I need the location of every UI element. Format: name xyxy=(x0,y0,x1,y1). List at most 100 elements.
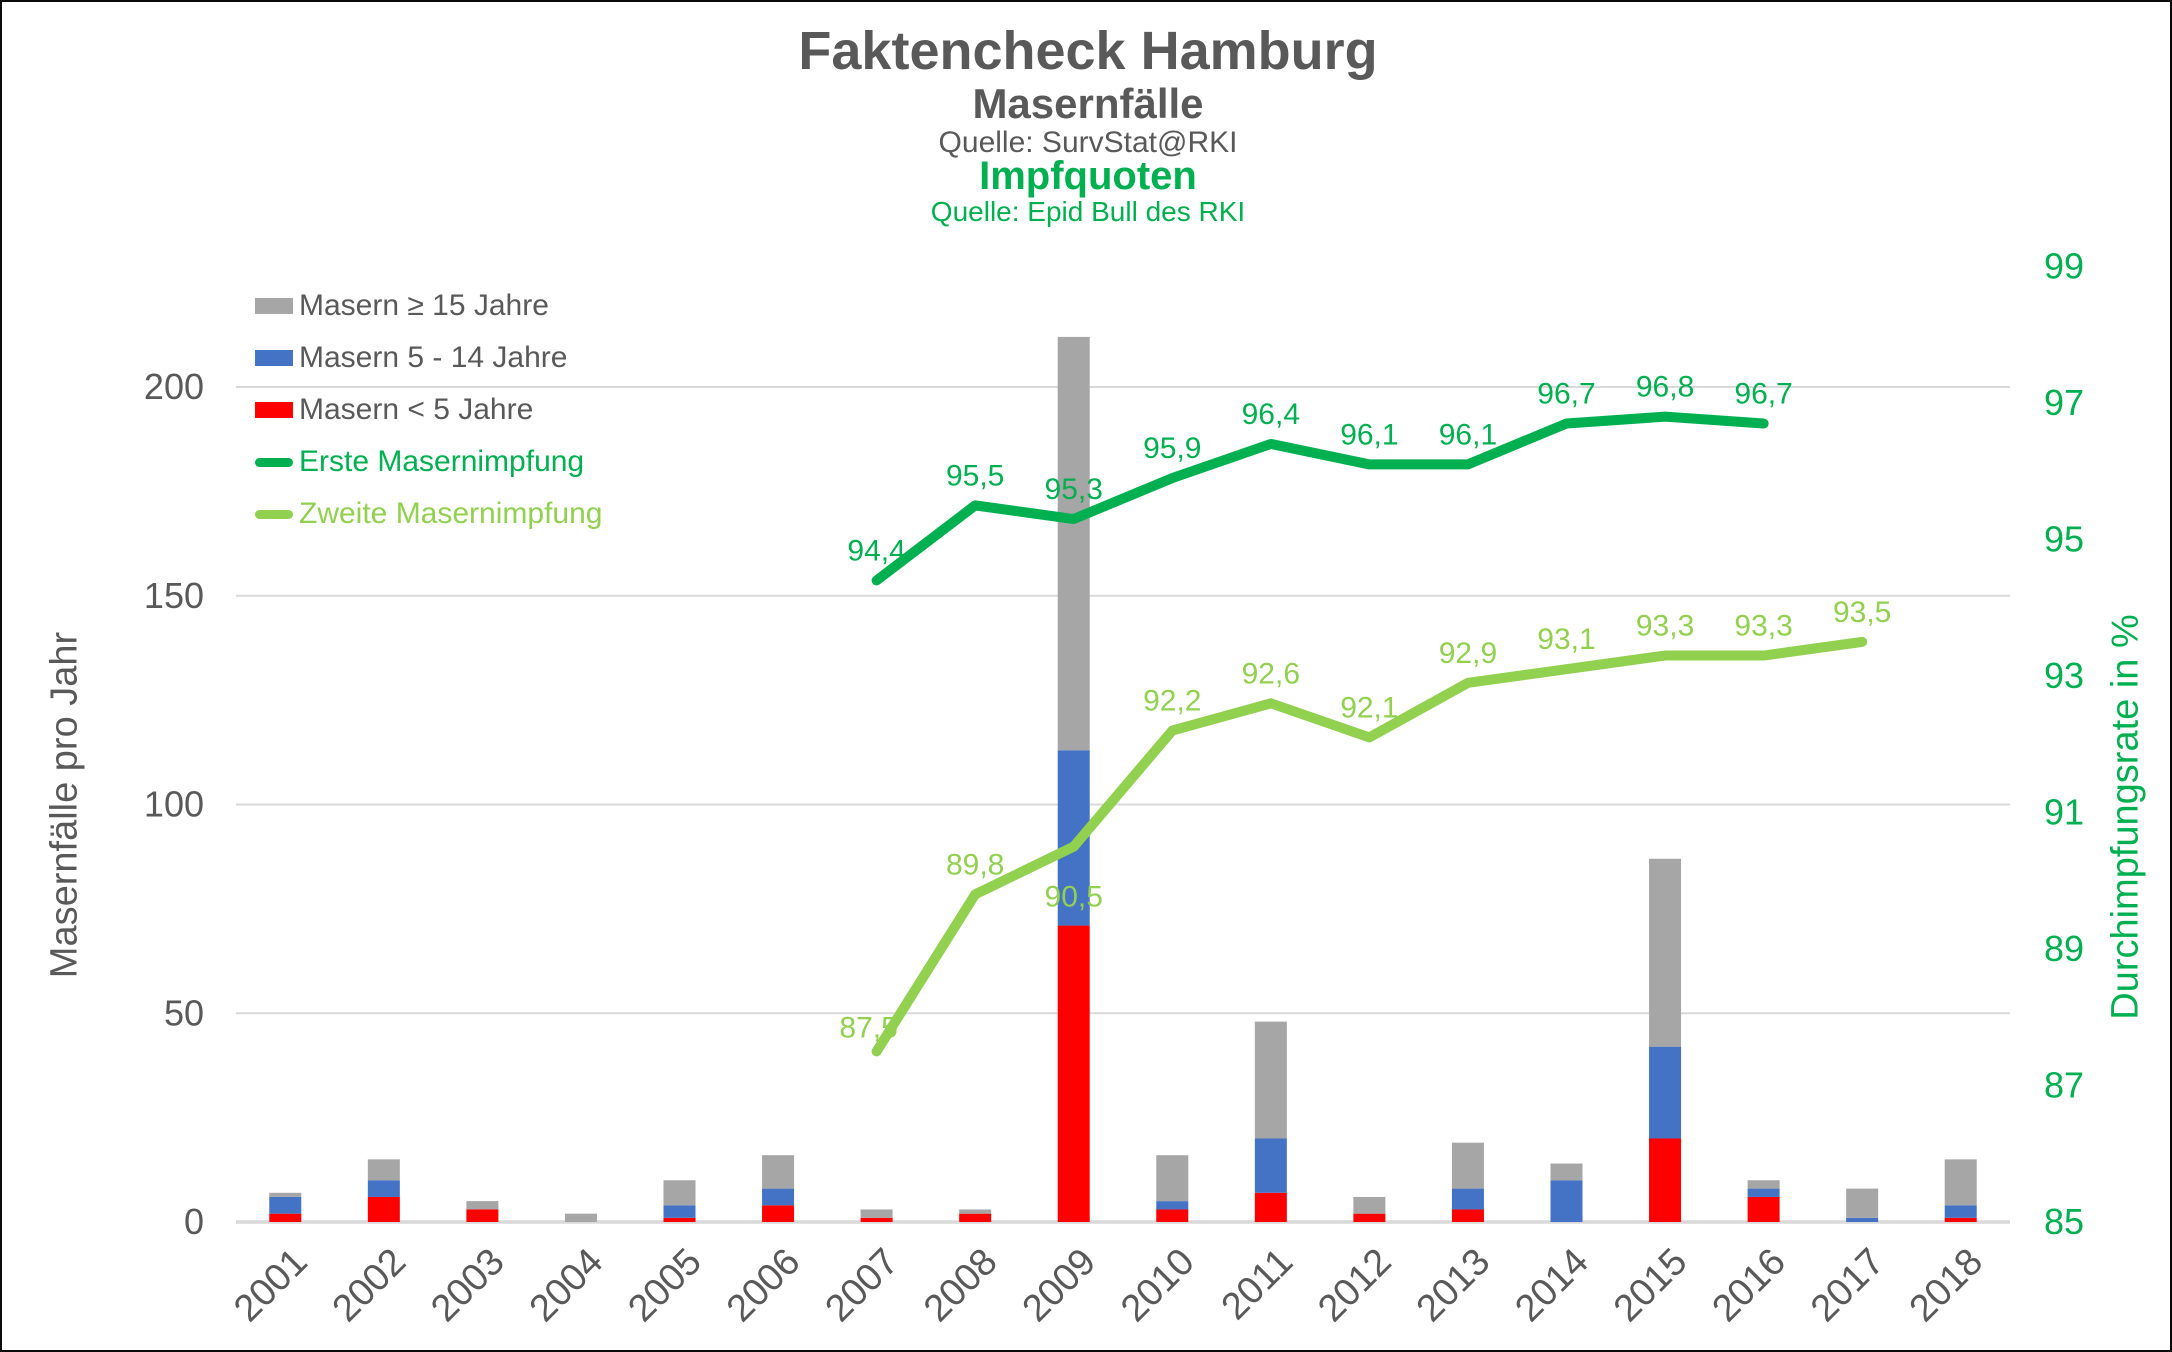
x-axis-tick: 2006 xyxy=(719,1241,808,1330)
x-axis-tick: 2003 xyxy=(423,1241,512,1330)
x-axis-tick: 2017 xyxy=(1803,1241,1892,1330)
bar-segment xyxy=(367,1159,400,1181)
bar-segment xyxy=(269,1192,302,1197)
bar-segment xyxy=(1451,1209,1484,1222)
legend-item-zweite-impfung: Zweite Masernimpfung xyxy=(255,497,602,531)
right-axis-tick: 99 xyxy=(2044,246,2084,287)
bar-segment xyxy=(1747,1196,1780,1222)
bar-segment xyxy=(1156,1201,1189,1210)
right-axis-tick: 93 xyxy=(2044,655,2084,696)
x-axis-tick: 2004 xyxy=(522,1241,611,1330)
line-data-label: 95,5 xyxy=(946,459,1004,492)
subtitle-rates: Impfquoten xyxy=(979,154,1197,198)
bar-segment xyxy=(1254,1138,1287,1193)
x-axis-tick: 2015 xyxy=(1606,1241,1695,1330)
line-data-label: 92,9 xyxy=(1439,637,1497,670)
vaccination-rate-line xyxy=(871,636,1868,1057)
legend-item-masern-15plus: Masern ≥ 15 Jahre xyxy=(255,289,602,323)
left-axis-tick: 0 xyxy=(184,1201,204,1242)
left-axis-tick: 200 xyxy=(144,366,204,407)
bar-segment xyxy=(1649,1138,1682,1222)
bar-segment xyxy=(1156,1209,1189,1222)
legend-item-erste-impfung: Erste Masernimpfung xyxy=(255,445,602,479)
legend-item-masern-5-14: Masern 5 - 14 Jahre xyxy=(255,341,602,375)
bar-segment xyxy=(1254,1192,1287,1222)
line-data-label: 93,1 xyxy=(1537,623,1595,656)
bar-segment xyxy=(1944,1217,1977,1222)
line-data-label: 92,2 xyxy=(1143,685,1201,718)
bar-segment xyxy=(1254,1021,1287,1139)
x-axis-tick: 2002 xyxy=(325,1241,414,1330)
legend-label: Masern ≥ 15 Jahre xyxy=(299,289,549,322)
bar-segment xyxy=(762,1205,795,1222)
right-axis-tick: 89 xyxy=(2044,928,2084,969)
x-axis-tick: 2010 xyxy=(1113,1241,1202,1330)
x-axis-tick: 2001 xyxy=(226,1241,315,1330)
bar-segment xyxy=(959,1209,992,1214)
bar-segment xyxy=(663,1217,696,1222)
bar-segment xyxy=(762,1188,795,1206)
right-axis-title: Durchimpfungsrate in % xyxy=(2104,614,2147,1020)
left-axis-tick: 100 xyxy=(144,784,204,825)
line-data-label: 93,5 xyxy=(1833,596,1891,629)
bar-segment xyxy=(1747,1180,1780,1189)
line-data-label: 96,4 xyxy=(1242,398,1300,431)
line-data-label: 92,1 xyxy=(1340,691,1398,724)
bar-segment xyxy=(1057,925,1090,1222)
bar-segment xyxy=(269,1213,302,1222)
line-data-label: 89,8 xyxy=(946,848,1004,881)
line-data-label: 96,1 xyxy=(1439,418,1497,451)
subtitle-cases: Masernfälle xyxy=(972,80,1204,127)
bar-segment xyxy=(860,1217,893,1222)
legend-label: Masern 5 - 14 Jahre xyxy=(299,341,568,374)
line-data-label: 94,4 xyxy=(847,534,905,567)
bar-segment xyxy=(1846,1217,1879,1222)
bar-segment xyxy=(959,1213,992,1222)
source-cases: Quelle: SurvStat@RKI xyxy=(938,126,1238,159)
line-data-label: 95,9 xyxy=(1143,432,1201,465)
bar-segment xyxy=(663,1205,696,1218)
legend-label: Masern < 5 Jahre xyxy=(299,393,534,426)
right-axis-tick: 87 xyxy=(2044,1065,2084,1106)
right-axis-tick: 97 xyxy=(2044,382,2084,423)
x-axis-tick: 2018 xyxy=(1902,1241,1991,1330)
bar-segment xyxy=(762,1155,795,1189)
x-axis-tick: 2016 xyxy=(1704,1241,1793,1330)
bar-segment xyxy=(1944,1159,1977,1206)
left-axis-tick: 50 xyxy=(164,992,204,1033)
legend-swatch-red-icon xyxy=(255,402,293,418)
x-axis-tick: 2007 xyxy=(817,1241,906,1330)
bar-segment xyxy=(1649,1046,1682,1139)
line-data-label: 96,7 xyxy=(1734,377,1792,410)
x-axis-tick: 2013 xyxy=(1409,1241,1498,1330)
right-axis-tick: 95 xyxy=(2044,519,2084,560)
bar-segment xyxy=(1944,1205,1977,1218)
left-axis-tick: 150 xyxy=(144,575,204,616)
legend-swatch-lightgreen-line-icon xyxy=(255,509,293,519)
bar-segment xyxy=(564,1213,597,1222)
legend-swatch-blue-icon xyxy=(255,350,293,366)
line-data-label: 96,8 xyxy=(1636,371,1694,404)
right-axis-tick: 85 xyxy=(2044,1201,2084,1242)
legend-swatch-darkgreen-line-icon xyxy=(255,457,293,467)
bar-segment xyxy=(1747,1188,1780,1197)
source-rates: Quelle: Epid Bull des RKI xyxy=(930,196,1246,227)
line-data-label: 92,6 xyxy=(1242,657,1300,690)
bar-segment xyxy=(860,1209,893,1218)
legend-item-masern-under5: Masern < 5 Jahre xyxy=(255,393,602,427)
x-axis-tick: 2014 xyxy=(1507,1241,1596,1330)
line-data-label: 93,3 xyxy=(1636,610,1694,643)
bar-segment xyxy=(269,1196,302,1214)
bar-segment xyxy=(1451,1188,1484,1210)
bar-segment xyxy=(367,1180,400,1197)
legend-label: Erste Masernimpfung xyxy=(299,445,585,478)
x-axis-tick: 2009 xyxy=(1015,1241,1104,1330)
bar-segment xyxy=(663,1180,696,1206)
x-axis-tick: 2008 xyxy=(916,1241,1005,1330)
bar-segment xyxy=(1550,1180,1583,1222)
right-axis-tick: 91 xyxy=(2044,792,2084,833)
bar-segment xyxy=(367,1196,400,1222)
bar-segment xyxy=(1649,858,1682,1047)
